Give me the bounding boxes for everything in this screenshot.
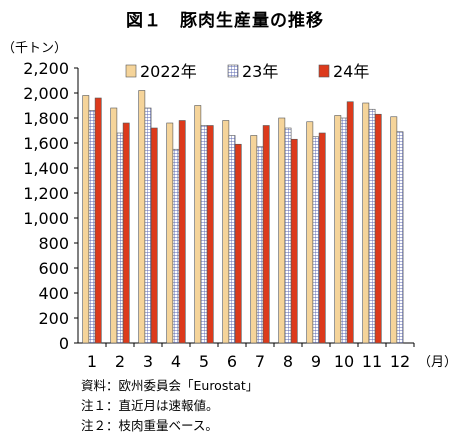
bar-24年-4 (178, 120, 186, 344)
note-1: 注１：直近月は速報値。 (81, 398, 219, 413)
bar-24年-6 (234, 143, 242, 344)
x-tick-label: 10 (334, 352, 354, 371)
bar-23年-7 (256, 146, 264, 344)
y-tick-label: 1,600 (23, 134, 69, 153)
y-axis-unit-label: （千トン） (2, 41, 68, 56)
legend-label-23年: 23年 (242, 62, 278, 81)
bar-24年-5 (206, 125, 214, 344)
bar-2022年-1 (82, 95, 90, 344)
chart-title: 図１ 豚肉生産量の推移 (126, 11, 324, 31)
y-tick-label: 0 (59, 334, 69, 353)
bar-24年-11 (374, 113, 382, 344)
bar-23年-1 (88, 110, 96, 344)
bar-23年-11 (368, 108, 376, 344)
y-tick-label: 1,000 (23, 209, 69, 228)
bar-23年-6 (228, 135, 236, 344)
bar-24年-8 (290, 138, 298, 344)
x-tick-label: 11 (362, 352, 382, 371)
bar-24年-3 (150, 127, 158, 344)
legend-swatch-2022年 (125, 64, 137, 78)
bar-2022年-4 (166, 122, 174, 344)
bar-2022年-2 (110, 107, 118, 344)
y-tick-label: 1,800 (23, 109, 69, 128)
y-tick-label: 1,400 (23, 159, 69, 178)
y-tick-label: 2,000 (23, 84, 69, 103)
bar-23年-2 (116, 132, 124, 344)
x-axis-unit-label: （月） (418, 355, 450, 370)
bar-23年-12 (396, 131, 404, 344)
bar-2022年-3 (138, 90, 146, 344)
bar-24年-10 (346, 101, 354, 344)
x-tick-label: 8 (283, 352, 293, 371)
y-tick-label: 800 (38, 234, 69, 253)
x-tick-label: 9 (311, 352, 321, 371)
x-tick-label: 12 (390, 352, 410, 371)
bar-23年-9 (312, 136, 320, 344)
bar-23年-4 (172, 148, 180, 344)
bar-2022年-8 (278, 117, 286, 344)
bar-24年-9 (318, 132, 326, 344)
x-tick-label: 6 (227, 352, 237, 371)
x-tick-label: 2 (115, 352, 125, 371)
bar-2022年-6 (222, 120, 230, 344)
bar-23年-8 (284, 127, 292, 344)
legend-label-2022年: 2022年 (140, 62, 197, 81)
note-source: 資料：欧州委員会「Eurostat」 (81, 378, 259, 393)
bar-2022年-5 (194, 105, 202, 344)
chart-notes: 資料：欧州委員会「Eurostat」 注１：直近月は速報値。 注２：枝肉重量ベー… (81, 376, 258, 436)
bar-23年-5 (200, 125, 208, 344)
legend-swatch-24年 (318, 64, 330, 78)
y-tick-label: 2,200 (23, 59, 69, 78)
bar-2022年-7 (250, 135, 258, 344)
bar-2022年-9 (306, 121, 314, 344)
legend-swatch-23年 (227, 64, 239, 78)
y-tick-label: 1,200 (23, 184, 69, 203)
x-tick-label: 3 (143, 352, 153, 371)
x-tick-label: 1 (87, 352, 97, 371)
bar-2022年-12 (390, 116, 398, 344)
bar-2022年-11 (362, 102, 370, 344)
x-tick-label: 7 (255, 352, 265, 371)
x-tick-label: 4 (171, 352, 181, 371)
legend-label-24年: 24年 (333, 62, 369, 81)
bar-23年-3 (144, 107, 152, 344)
bar-2022年-10 (334, 115, 342, 344)
y-tick-label: 600 (38, 259, 69, 278)
note-2: 注２：枝肉重量ベース。 (81, 418, 218, 433)
y-tick-label: 200 (38, 309, 69, 328)
bar-24年-2 (122, 122, 130, 344)
y-tick-label: 400 (38, 284, 69, 303)
bar-24年-7 (262, 125, 270, 344)
bar-24年-1 (94, 97, 102, 344)
bar-23年-10 (340, 117, 348, 344)
x-tick-label: 5 (199, 352, 209, 371)
